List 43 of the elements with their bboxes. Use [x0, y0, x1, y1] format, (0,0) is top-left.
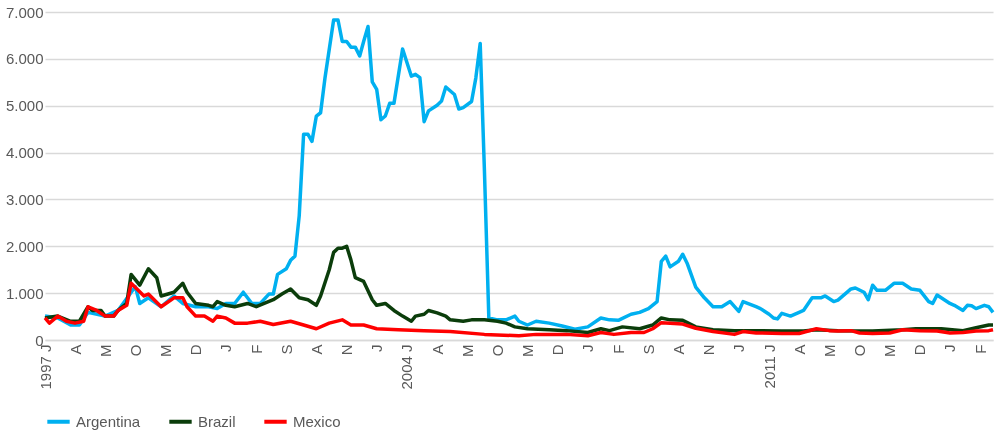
legend-label: Brazil: [198, 412, 236, 430]
x-tick-label: J: [730, 344, 748, 352]
x-tick-label: O: [488, 344, 506, 357]
x-tick-label: M: [96, 344, 114, 357]
x-tick-label: O: [126, 344, 144, 357]
x-tick-label: 2004 J: [398, 344, 416, 390]
x-tick-label: A: [307, 344, 325, 355]
line-series: [43, 18, 995, 331]
x-tick-label: S: [277, 344, 295, 355]
x-tick-label: 2011 J: [760, 344, 778, 389]
x-tick-label: A: [669, 344, 687, 355]
x-tick-label: M: [458, 344, 476, 357]
x-tick-label: D: [187, 344, 205, 356]
y-tick-label: 1.000: [5, 284, 44, 302]
x-tick-label: S: [639, 344, 657, 355]
x-tick-label: M: [156, 344, 174, 357]
x-tick-label: A: [428, 344, 446, 355]
x-tick-label: D: [911, 344, 929, 356]
legend-label: Mexico: [293, 412, 341, 430]
x-tick-label: F: [247, 344, 265, 354]
x-tick-label: A: [790, 344, 808, 355]
y-tick-label: 4.000: [5, 144, 44, 162]
y-tick-label: 5.000: [5, 97, 44, 115]
x-tick-label: N: [700, 344, 718, 356]
x-tick-label: M: [881, 344, 899, 357]
y-tick-label: 3.000: [5, 190, 44, 208]
line-series: [43, 281, 995, 338]
x-tick-label: D: [549, 344, 567, 356]
x-tick-label: F: [609, 344, 627, 354]
x-tick-label: N: [338, 344, 356, 356]
x-tick-label: J: [941, 344, 959, 352]
x-tick-label: J: [217, 344, 235, 352]
y-tick-label: 6.000: [5, 50, 44, 68]
legend-label: Argentina: [76, 412, 141, 430]
x-tick-label: A: [66, 344, 84, 355]
x-tick-label: M: [820, 344, 838, 357]
y-tick-label: 2.000: [5, 237, 44, 255]
x-tick-label: F: [971, 344, 989, 354]
x-tick-label: J: [368, 344, 386, 352]
x-tick-label: J: [579, 344, 597, 352]
y-tick-label: 7.000: [5, 3, 44, 21]
x-tick-label: M: [519, 344, 536, 357]
x-tick-label: O: [851, 344, 869, 357]
